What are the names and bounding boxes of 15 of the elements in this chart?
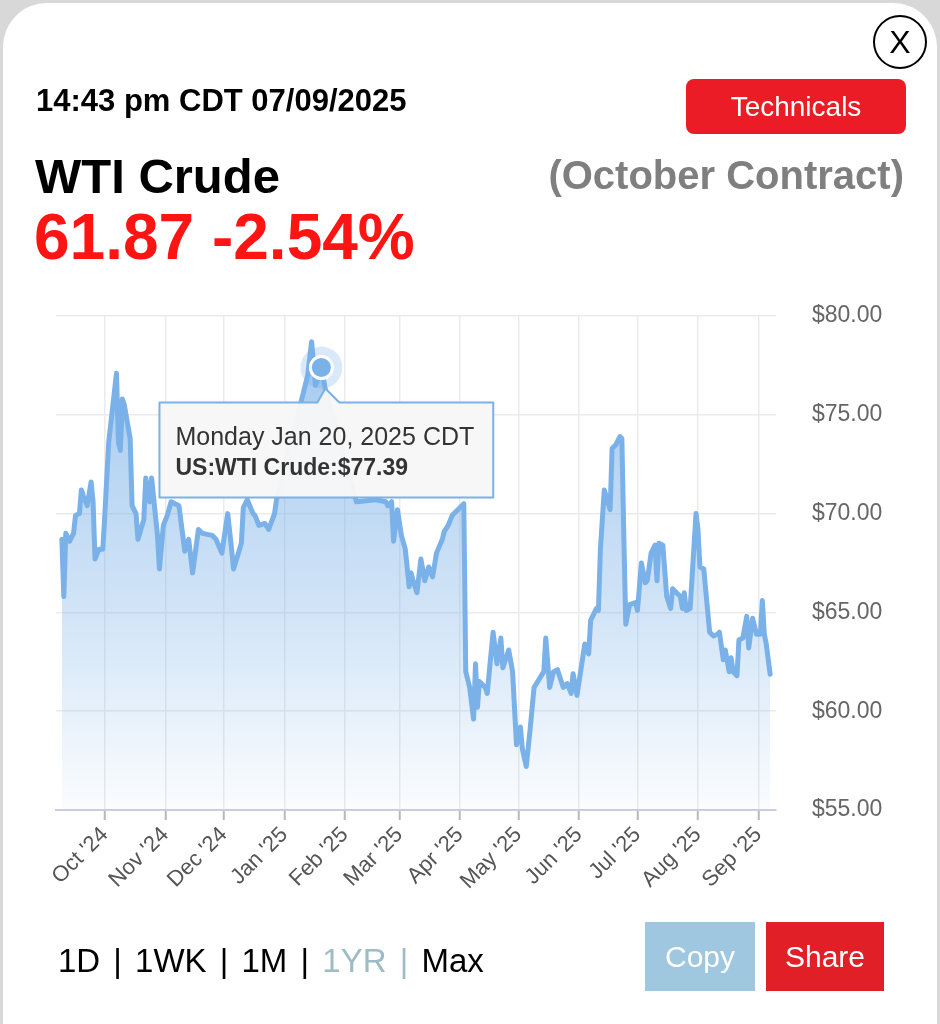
y-tick-label: $80.00 (812, 301, 883, 328)
technicals-button[interactable]: Technicals (686, 79, 906, 134)
annotation: Monday Jan 20, 2025 CDT US:WTI Crude:$77.39 (175, 421, 475, 480)
text: 61.87 -2.54% (34, 201, 415, 273)
x-tick-label: Jun '25 (519, 821, 587, 889)
y-tick-label: $60.00 (812, 696, 883, 723)
share-button[interactable]: Share (766, 922, 884, 991)
chart-subtitle: (October Contract) (548, 153, 904, 197)
chart-title: WTI Crude (35, 149, 280, 203)
y-tick-label: $75.00 (812, 400, 883, 427)
y-tick-label: $55.00 (812, 795, 883, 822)
y-tick-label: $70.00 (812, 498, 883, 525)
text: 1D | 1WK | 1M | 1YR | Max (58, 942, 484, 979)
y-tick-label: $65.00 (812, 597, 883, 624)
text: 14:43 pm CDT 07/09/2025 (36, 83, 407, 118)
